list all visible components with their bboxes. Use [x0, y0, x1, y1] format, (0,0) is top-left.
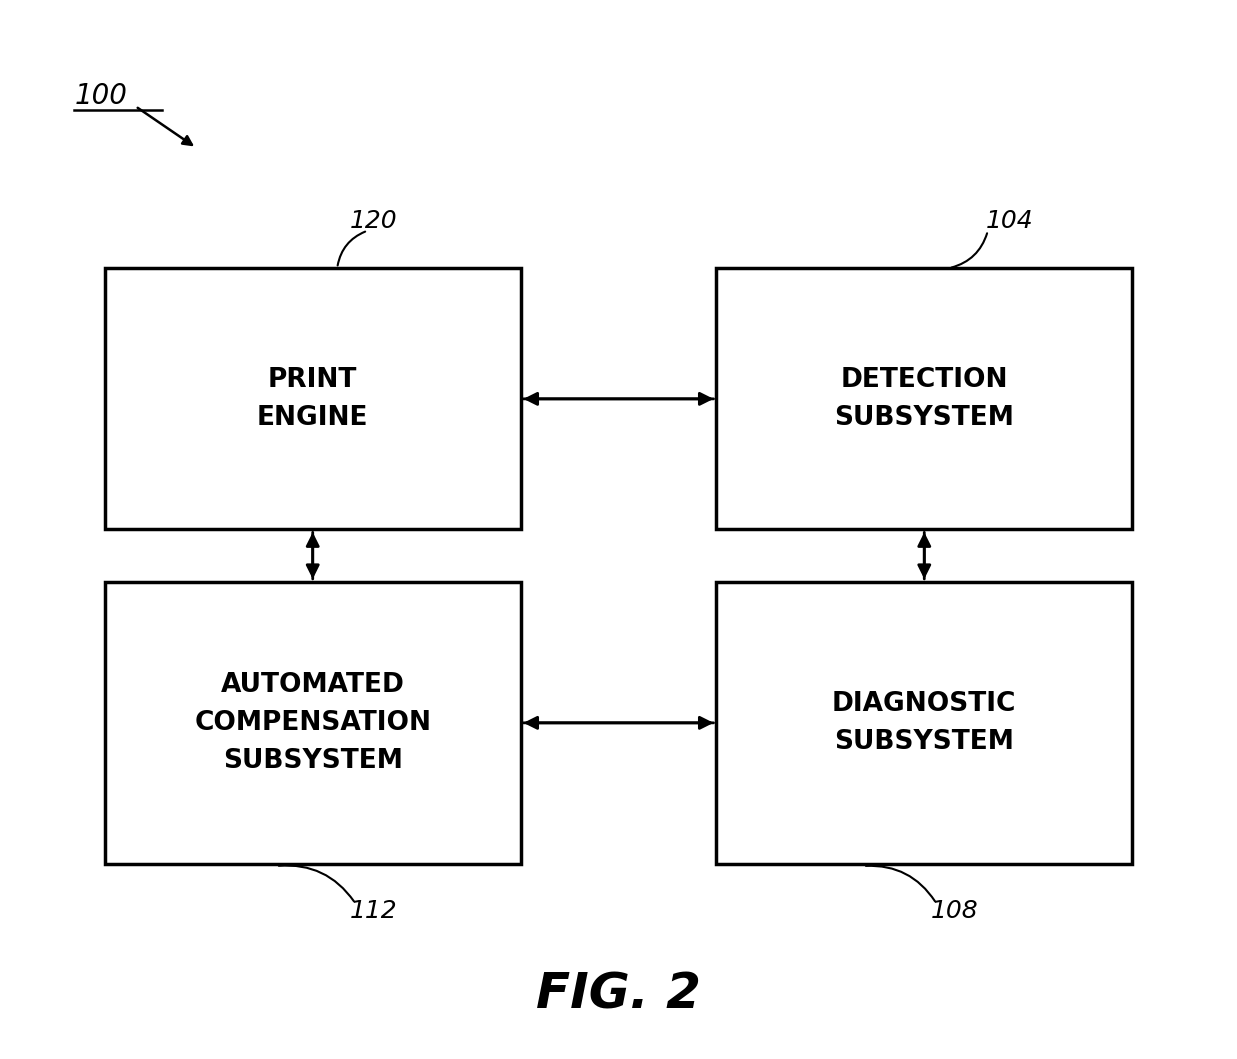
Text: AUTOMATED
COMPENSATION
SUBSYSTEM: AUTOMATED COMPENSATION SUBSYSTEM: [194, 671, 432, 774]
Text: 104: 104: [986, 210, 1033, 233]
Bar: [105, 268, 521, 530]
Text: DIAGNOSTIC
SUBSYSTEM: DIAGNOSTIC SUBSYSTEM: [833, 690, 1017, 755]
Bar: [105, 581, 521, 864]
Text: 120: 120: [349, 210, 397, 233]
Text: 108: 108: [930, 899, 978, 923]
Text: DETECTION
SUBSYSTEM: DETECTION SUBSYSTEM: [834, 366, 1014, 431]
Text: 112: 112: [349, 899, 397, 923]
Text: 100: 100: [74, 82, 127, 110]
Bar: [716, 581, 1132, 864]
Text: FIG. 2: FIG. 2: [536, 971, 701, 1019]
Text: PRINT
ENGINE: PRINT ENGINE: [257, 366, 369, 431]
Bar: [716, 268, 1132, 530]
